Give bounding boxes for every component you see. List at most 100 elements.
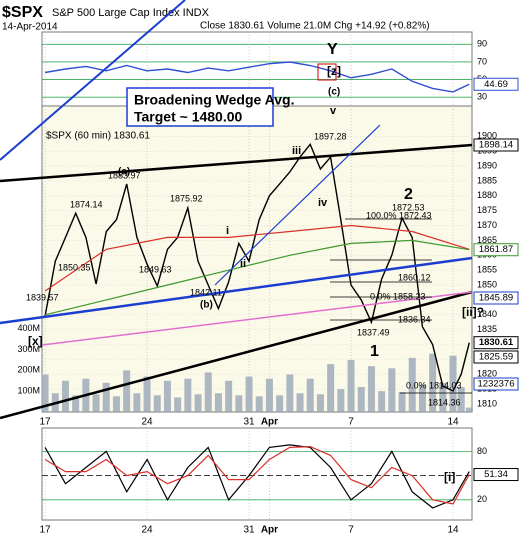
series-line bbox=[44, 239, 470, 316]
volume-bar bbox=[245, 376, 253, 412]
volume-bar bbox=[465, 407, 473, 412]
trendline bbox=[0, 256, 473, 325]
volume-bar bbox=[143, 376, 151, 412]
volume-bar bbox=[235, 395, 243, 412]
x-tick-label: 24 bbox=[141, 525, 153, 536]
volume-bar bbox=[41, 374, 49, 412]
value-box bbox=[473, 336, 519, 350]
volume-bar bbox=[112, 396, 120, 412]
y-tick-label: 20 bbox=[477, 494, 487, 504]
price-panel bbox=[41, 105, 473, 413]
value-label: 1861.87 bbox=[479, 244, 513, 255]
value-box bbox=[473, 291, 519, 305]
volume-bar bbox=[92, 394, 100, 412]
x-tick-label: 17 bbox=[39, 417, 51, 428]
y-tick-label: 1890 bbox=[477, 160, 497, 170]
volume-bar bbox=[204, 372, 212, 412]
volume-bar bbox=[378, 391, 386, 412]
volume-tick-label: 100M bbox=[17, 386, 40, 396]
value-box bbox=[473, 77, 519, 91]
trendline bbox=[0, 143, 473, 183]
volume-bar bbox=[153, 395, 161, 412]
chart-date: 14-Apr-2014 bbox=[2, 22, 58, 33]
volume-bar bbox=[408, 357, 416, 412]
trendline bbox=[41, 291, 473, 346]
volume-bar bbox=[133, 393, 141, 412]
volume-bar bbox=[225, 380, 233, 412]
value-box bbox=[473, 377, 519, 391]
volume-bar bbox=[388, 368, 396, 412]
value-label: 1232376 bbox=[478, 379, 515, 390]
annotation: 1836.34 bbox=[398, 314, 431, 324]
annotation: 1874.14 bbox=[70, 199, 103, 209]
trendline bbox=[0, 290, 473, 420]
x-tick-label: Apr bbox=[261, 525, 278, 536]
value-box bbox=[473, 468, 519, 482]
annotation: Broadening Wedge Avg. bbox=[134, 92, 295, 108]
annotation: [ii]? bbox=[462, 305, 484, 319]
y-tick-label: 1875 bbox=[477, 205, 497, 215]
value-box bbox=[473, 138, 519, 152]
y-tick-label: 1865 bbox=[477, 235, 497, 245]
y-tick-label: 1850 bbox=[477, 279, 497, 289]
y-tick-label: 70 bbox=[477, 56, 487, 66]
volume-bar bbox=[174, 397, 182, 412]
value-label: 51.34 bbox=[484, 469, 508, 480]
value-label: 1830.61 bbox=[479, 337, 514, 348]
volume-tick-label: 200M bbox=[17, 365, 40, 375]
volume-bar bbox=[439, 382, 447, 412]
annotation-box bbox=[317, 63, 337, 81]
y-tick-label: 1810 bbox=[477, 398, 497, 408]
volume-bar bbox=[123, 370, 131, 412]
x-tick-label: 24 bbox=[141, 417, 153, 428]
volume-bar bbox=[163, 380, 171, 412]
volume-bar bbox=[457, 387, 465, 412]
annotation: v bbox=[330, 105, 337, 117]
annotation: 1875.92 bbox=[170, 193, 203, 203]
value-label: 44.69 bbox=[484, 79, 508, 90]
annotation: (b) bbox=[200, 300, 213, 311]
annotation: [z] bbox=[327, 64, 341, 78]
volume-bar bbox=[327, 364, 335, 412]
x-tick-label: 14 bbox=[447, 525, 459, 536]
value-label: 1898.14 bbox=[479, 140, 513, 151]
volume-bar bbox=[276, 395, 284, 412]
annotation: 2 bbox=[404, 186, 413, 203]
volume-bar bbox=[102, 382, 110, 412]
value-box bbox=[473, 350, 519, 364]
annotation: 1872.53 bbox=[392, 202, 425, 212]
y-tick-label: 1840 bbox=[477, 309, 497, 319]
y-tick-label: 1835 bbox=[477, 324, 497, 334]
x-tick-label: 17 bbox=[39, 525, 51, 536]
value-label: 1845.89 bbox=[479, 293, 513, 304]
annotation: 1860.12 bbox=[398, 272, 431, 282]
annotation: 0.0% 1814.03 bbox=[406, 380, 462, 390]
volume-bar bbox=[265, 378, 273, 412]
y-tick-label: 1820 bbox=[477, 369, 497, 379]
y-tick-label: 1880 bbox=[477, 190, 497, 200]
annotation: iv bbox=[318, 197, 328, 209]
annotation: [i] bbox=[444, 470, 455, 484]
volume-bar bbox=[367, 366, 375, 412]
series-line bbox=[44, 61, 470, 93]
annotation-box bbox=[126, 87, 274, 127]
annotation: 0.0% 1858.23 bbox=[370, 291, 426, 301]
volume-bar bbox=[214, 393, 222, 412]
volume-bar bbox=[296, 393, 304, 412]
volume-bar bbox=[398, 392, 406, 412]
volume-tick-label: 400M bbox=[17, 323, 40, 333]
annotation: 1849.63 bbox=[139, 264, 172, 274]
panel-label: $SPX (60 min) 1830.61 bbox=[46, 131, 150, 142]
annotation: 1850.35 bbox=[58, 262, 91, 272]
annotation: Y bbox=[327, 41, 338, 58]
series-line bbox=[44, 445, 470, 505]
value-label: 1825.59 bbox=[479, 352, 513, 363]
volume-bar bbox=[255, 396, 263, 412]
value-box bbox=[473, 243, 519, 257]
y-tick-label: 1900 bbox=[477, 131, 497, 141]
annotation: 1839.57 bbox=[26, 292, 59, 302]
annotation: 100.0% 1872.43 bbox=[366, 210, 432, 220]
x-tick-label: 31 bbox=[243, 417, 255, 428]
